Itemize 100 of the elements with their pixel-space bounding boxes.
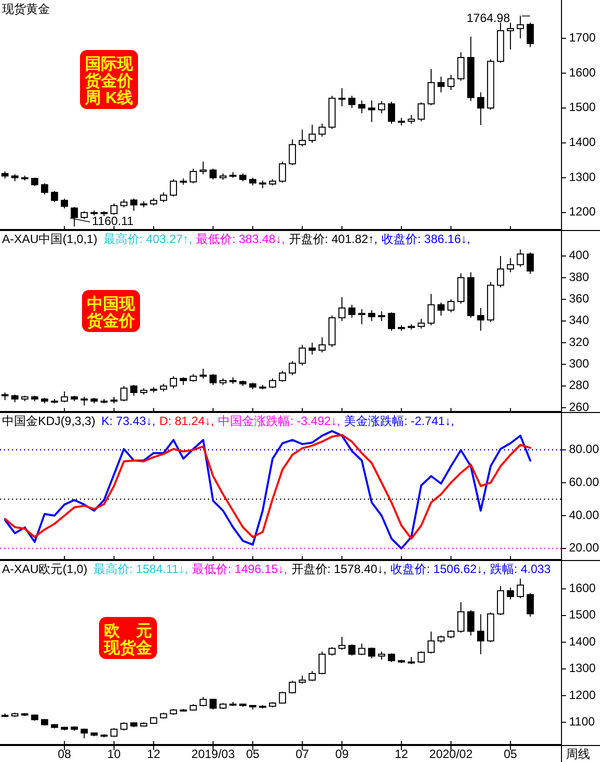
candlestick: [160, 192, 168, 203]
annotation: 最低价: 383.48↓,: [196, 232, 285, 246]
y-tick-label: 400: [569, 248, 590, 262]
y-tick-label: 280: [569, 378, 590, 392]
candlestick: [457, 272, 464, 304]
annotation: 跌幅: 4.033: [490, 562, 552, 576]
y-tick-label: 260: [569, 400, 590, 414]
candlestick: [60, 198, 68, 209]
annotation: K: 73.43↓,: [101, 414, 156, 428]
candlestick: [418, 318, 425, 330]
candlestick: [348, 644, 356, 656]
candlestick: [288, 138, 296, 166]
y-tick-label: 1300: [569, 661, 596, 676]
candlestick: [110, 203, 118, 216]
y-tick-label: 1100: [569, 714, 596, 728]
candlestick: [308, 342, 316, 356]
candlestick: [170, 376, 178, 389]
annotation: D: 81.24↓,: [159, 414, 214, 428]
x-tick-label: 09: [335, 747, 349, 761]
y-tick-label: 1300: [569, 170, 596, 184]
annotation: 最高价: 403.27↑,: [103, 232, 192, 246]
candlestick: [338, 88, 346, 107]
annotation: 收盘价: 386.16↓,: [382, 232, 470, 246]
chart-title: A-XAU欧元(1,0): [2, 562, 88, 576]
candlestick: [467, 610, 474, 636]
candlestick: [278, 161, 286, 184]
candlestick: [428, 631, 435, 654]
y-tick-label: 1500: [569, 100, 596, 114]
x-tick-label: 05: [504, 747, 518, 761]
y-tick-label: 1600: [569, 65, 596, 80]
y-tick-label: 380: [569, 270, 590, 284]
candlestick: [368, 647, 376, 659]
candlestick: [298, 344, 306, 366]
x-tick-label: 12: [146, 747, 161, 761]
annotation: 最高价: 1584.11↓,: [93, 562, 188, 576]
candlestick: [496, 256, 504, 288]
candlestick: [516, 578, 524, 599]
candlestick: [526, 22, 534, 48]
candlestick: [506, 586, 514, 600]
candlestick: [200, 696, 207, 707]
candlestick: [338, 636, 346, 650]
candlestick: [80, 728, 88, 739]
candlestick: [477, 614, 484, 655]
label-box: 欧 元现货金: [99, 617, 157, 659]
candlestick: [200, 161, 207, 175]
candlestick: [358, 100, 366, 114]
y-tick-label: 1400: [569, 135, 596, 150]
candlestick: [50, 190, 58, 203]
candlestick: [526, 252, 534, 274]
candlestick: [516, 249, 524, 268]
y-tick-label: 1200: [569, 204, 596, 219]
annotation: 开盘价: 401.82↑,: [288, 232, 378, 246]
annotation: 收盘价: 1506.62↓,: [390, 562, 486, 576]
x-tick-label: 12: [394, 747, 408, 761]
candlestick: [477, 92, 484, 126]
label-box: 中国现货金价: [82, 290, 140, 332]
chart-title: 现货黄金: [2, 2, 50, 16]
annotation: 中国金涨跌幅: -3.492↓,: [218, 414, 340, 428]
chart-title: A-XAU中国(1,0,1): [2, 232, 98, 246]
chart-title: 中国金KDJ(9,3,3): [2, 414, 96, 428]
x-tick-label: 2019/03: [191, 747, 236, 761]
candlestick: [526, 592, 534, 618]
x-tick-label: 2020/02: [429, 747, 473, 761]
candlestick: [190, 168, 197, 184]
y-tick-label: 1700: [569, 30, 596, 45]
candlestick: [418, 102, 425, 122]
annotation: 美金涨跌幅: -2.741↓,: [344, 414, 454, 428]
candlestick: [210, 374, 217, 386]
candlestick: [418, 650, 425, 664]
candlestick: [210, 168, 217, 180]
candlestick: [60, 390, 68, 403]
candlestick: [437, 76, 445, 93]
candlestick: [368, 100, 376, 122]
candlestick: [308, 670, 316, 682]
candlestick: [41, 182, 48, 195]
candlestick: [457, 52, 464, 82]
candlestick: [278, 370, 286, 382]
y-tick-label: 60.00: [569, 474, 600, 489]
y-tick-label: 320: [569, 334, 590, 349]
candlestick: [358, 643, 366, 656]
candlestick: [308, 124, 316, 144]
candlestick: [388, 101, 396, 124]
y-tick-label: 1500: [569, 608, 596, 622]
candlestick: [447, 74, 455, 90]
candlestick: [437, 302, 445, 316]
candlestick: [130, 384, 138, 396]
x-axis-title: 周线: [566, 747, 590, 761]
candlestick: [506, 22, 514, 50]
x-tick-label: 10: [107, 747, 121, 761]
candlestick: [170, 178, 178, 198]
candlestick: [318, 336, 326, 353]
y-tick-label: 340: [569, 313, 590, 328]
candlestick: [348, 304, 356, 318]
annotation: 最低价: 1496.15↓,: [192, 562, 288, 576]
candlestick: [447, 298, 455, 313]
candlestick: [120, 386, 128, 402]
candlestick: [457, 602, 464, 634]
candlestick: [358, 308, 366, 325]
candlestick: [496, 586, 504, 616]
y-tick-label: 40.00: [569, 508, 600, 522]
